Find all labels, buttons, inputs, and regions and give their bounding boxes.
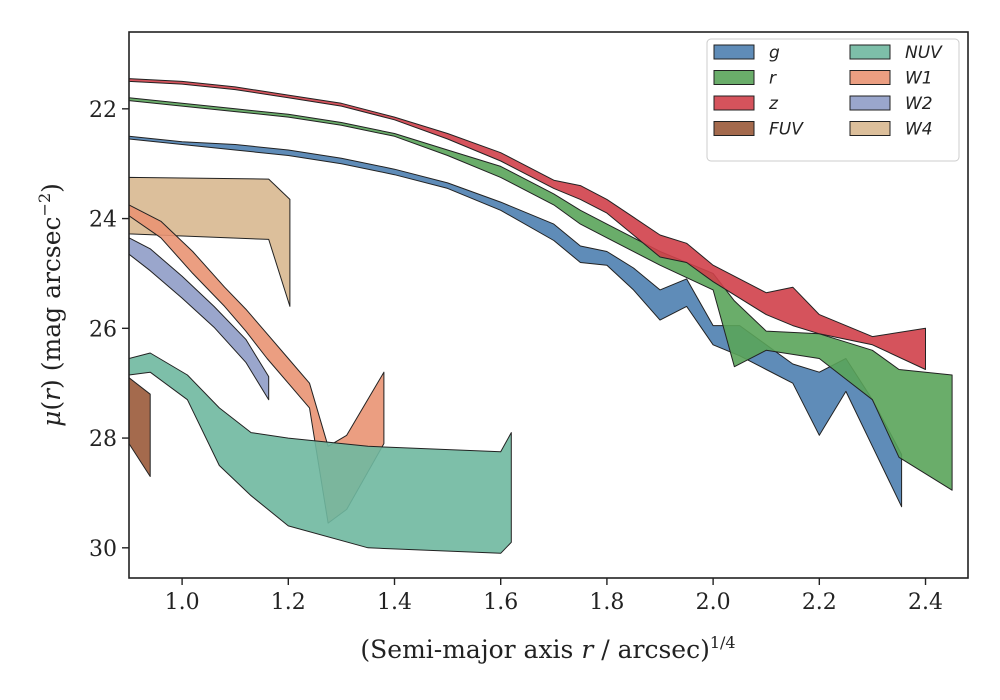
legend-swatch-fuv — [713, 121, 755, 136]
x-tick-label: 1.4 — [377, 590, 412, 615]
legend-swatch-r — [713, 70, 755, 85]
legend-label-z: z — [768, 94, 779, 114]
legend-label-w4: W4 — [905, 120, 933, 140]
x-axis-label: (Semi-major axis r / arcsec)1/4 — [360, 633, 735, 664]
y-axis-label: μ(r) (mag arcsec−2) — [35, 183, 66, 427]
legend-label-w1: W1 — [905, 69, 933, 89]
legend-label-w2: W2 — [905, 94, 933, 114]
series-band-z — [129, 78, 926, 370]
x-tick-label: 1.0 — [165, 590, 200, 615]
legend-swatch-w1 — [849, 70, 891, 85]
legend-label-r: r — [769, 69, 777, 89]
x-tick-label: 2.2 — [802, 590, 837, 615]
legend-label-g: g — [769, 43, 780, 63]
plot-frame — [128, 31, 969, 579]
legend-label-fuv: FUV — [769, 120, 804, 140]
x-tick-label: 1.6 — [483, 590, 518, 615]
legend-swatch-w2 — [849, 95, 891, 111]
series-band-nuv — [129, 352, 512, 554]
series-band-w4 — [129, 176, 291, 307]
y-tick-label: 22 — [89, 98, 117, 123]
legend-swatch-w4 — [849, 121, 891, 136]
y-tick-label: 26 — [89, 317, 117, 342]
x-tick-label: 2.0 — [696, 590, 731, 615]
series-band-fuv — [129, 377, 151, 477]
x-tick-label: 1.2 — [271, 590, 306, 615]
x-tick-label: 2.4 — [908, 590, 943, 615]
legend-swatch-g — [713, 44, 755, 60]
series-band-r — [129, 97, 953, 491]
series-band-w2 — [129, 237, 270, 401]
legend-label-nuv: NUV — [905, 43, 943, 63]
legend-box — [706, 38, 960, 162]
y-tick-label: 24 — [89, 208, 117, 233]
x-tick-label: 1.8 — [589, 590, 624, 615]
y-tick-label: 30 — [89, 537, 117, 562]
legend-swatch-z — [713, 95, 755, 111]
legend-swatch-nuv — [849, 44, 891, 60]
y-tick-label: 28 — [89, 427, 117, 452]
legend: grz FUV NUV W1 W2 W4 — [706, 38, 960, 162]
series-band-g — [129, 135, 903, 508]
